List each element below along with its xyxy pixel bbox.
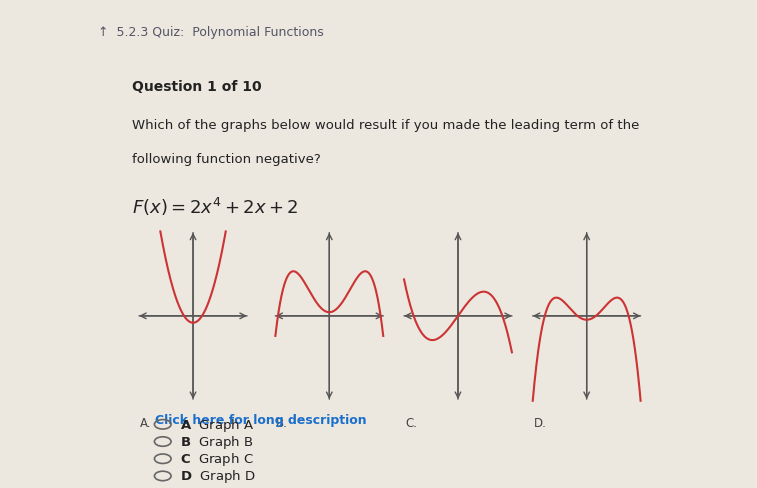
Text: C.: C. (405, 416, 417, 429)
Text: B.: B. (276, 416, 288, 429)
Text: D.: D. (534, 416, 547, 429)
Text: following function negative?: following function negative? (132, 153, 321, 166)
Text: $\bf{D}$  Graph D: $\bf{D}$ Graph D (180, 468, 256, 485)
Text: $\bf{A}$  Graph A: $\bf{A}$ Graph A (180, 416, 254, 433)
Text: $F(x) = 2x^4 + 2x + 2$: $F(x) = 2x^4 + 2x + 2$ (132, 196, 299, 218)
Text: Click here for long description: Click here for long description (155, 413, 367, 426)
Text: $\bf{B}$  Graph B: $\bf{B}$ Graph B (180, 433, 254, 450)
Text: Question 1 of 10: Question 1 of 10 (132, 80, 262, 94)
Text: ↑  5.2.3 Quiz:  Polynomial Functions: ↑ 5.2.3 Quiz: Polynomial Functions (98, 26, 324, 39)
Text: A.: A. (140, 416, 151, 429)
Text: Which of the graphs below would result if you made the leading term of the: Which of the graphs below would result i… (132, 119, 640, 132)
Text: $\bf{C}$  Graph C: $\bf{C}$ Graph C (180, 450, 254, 468)
